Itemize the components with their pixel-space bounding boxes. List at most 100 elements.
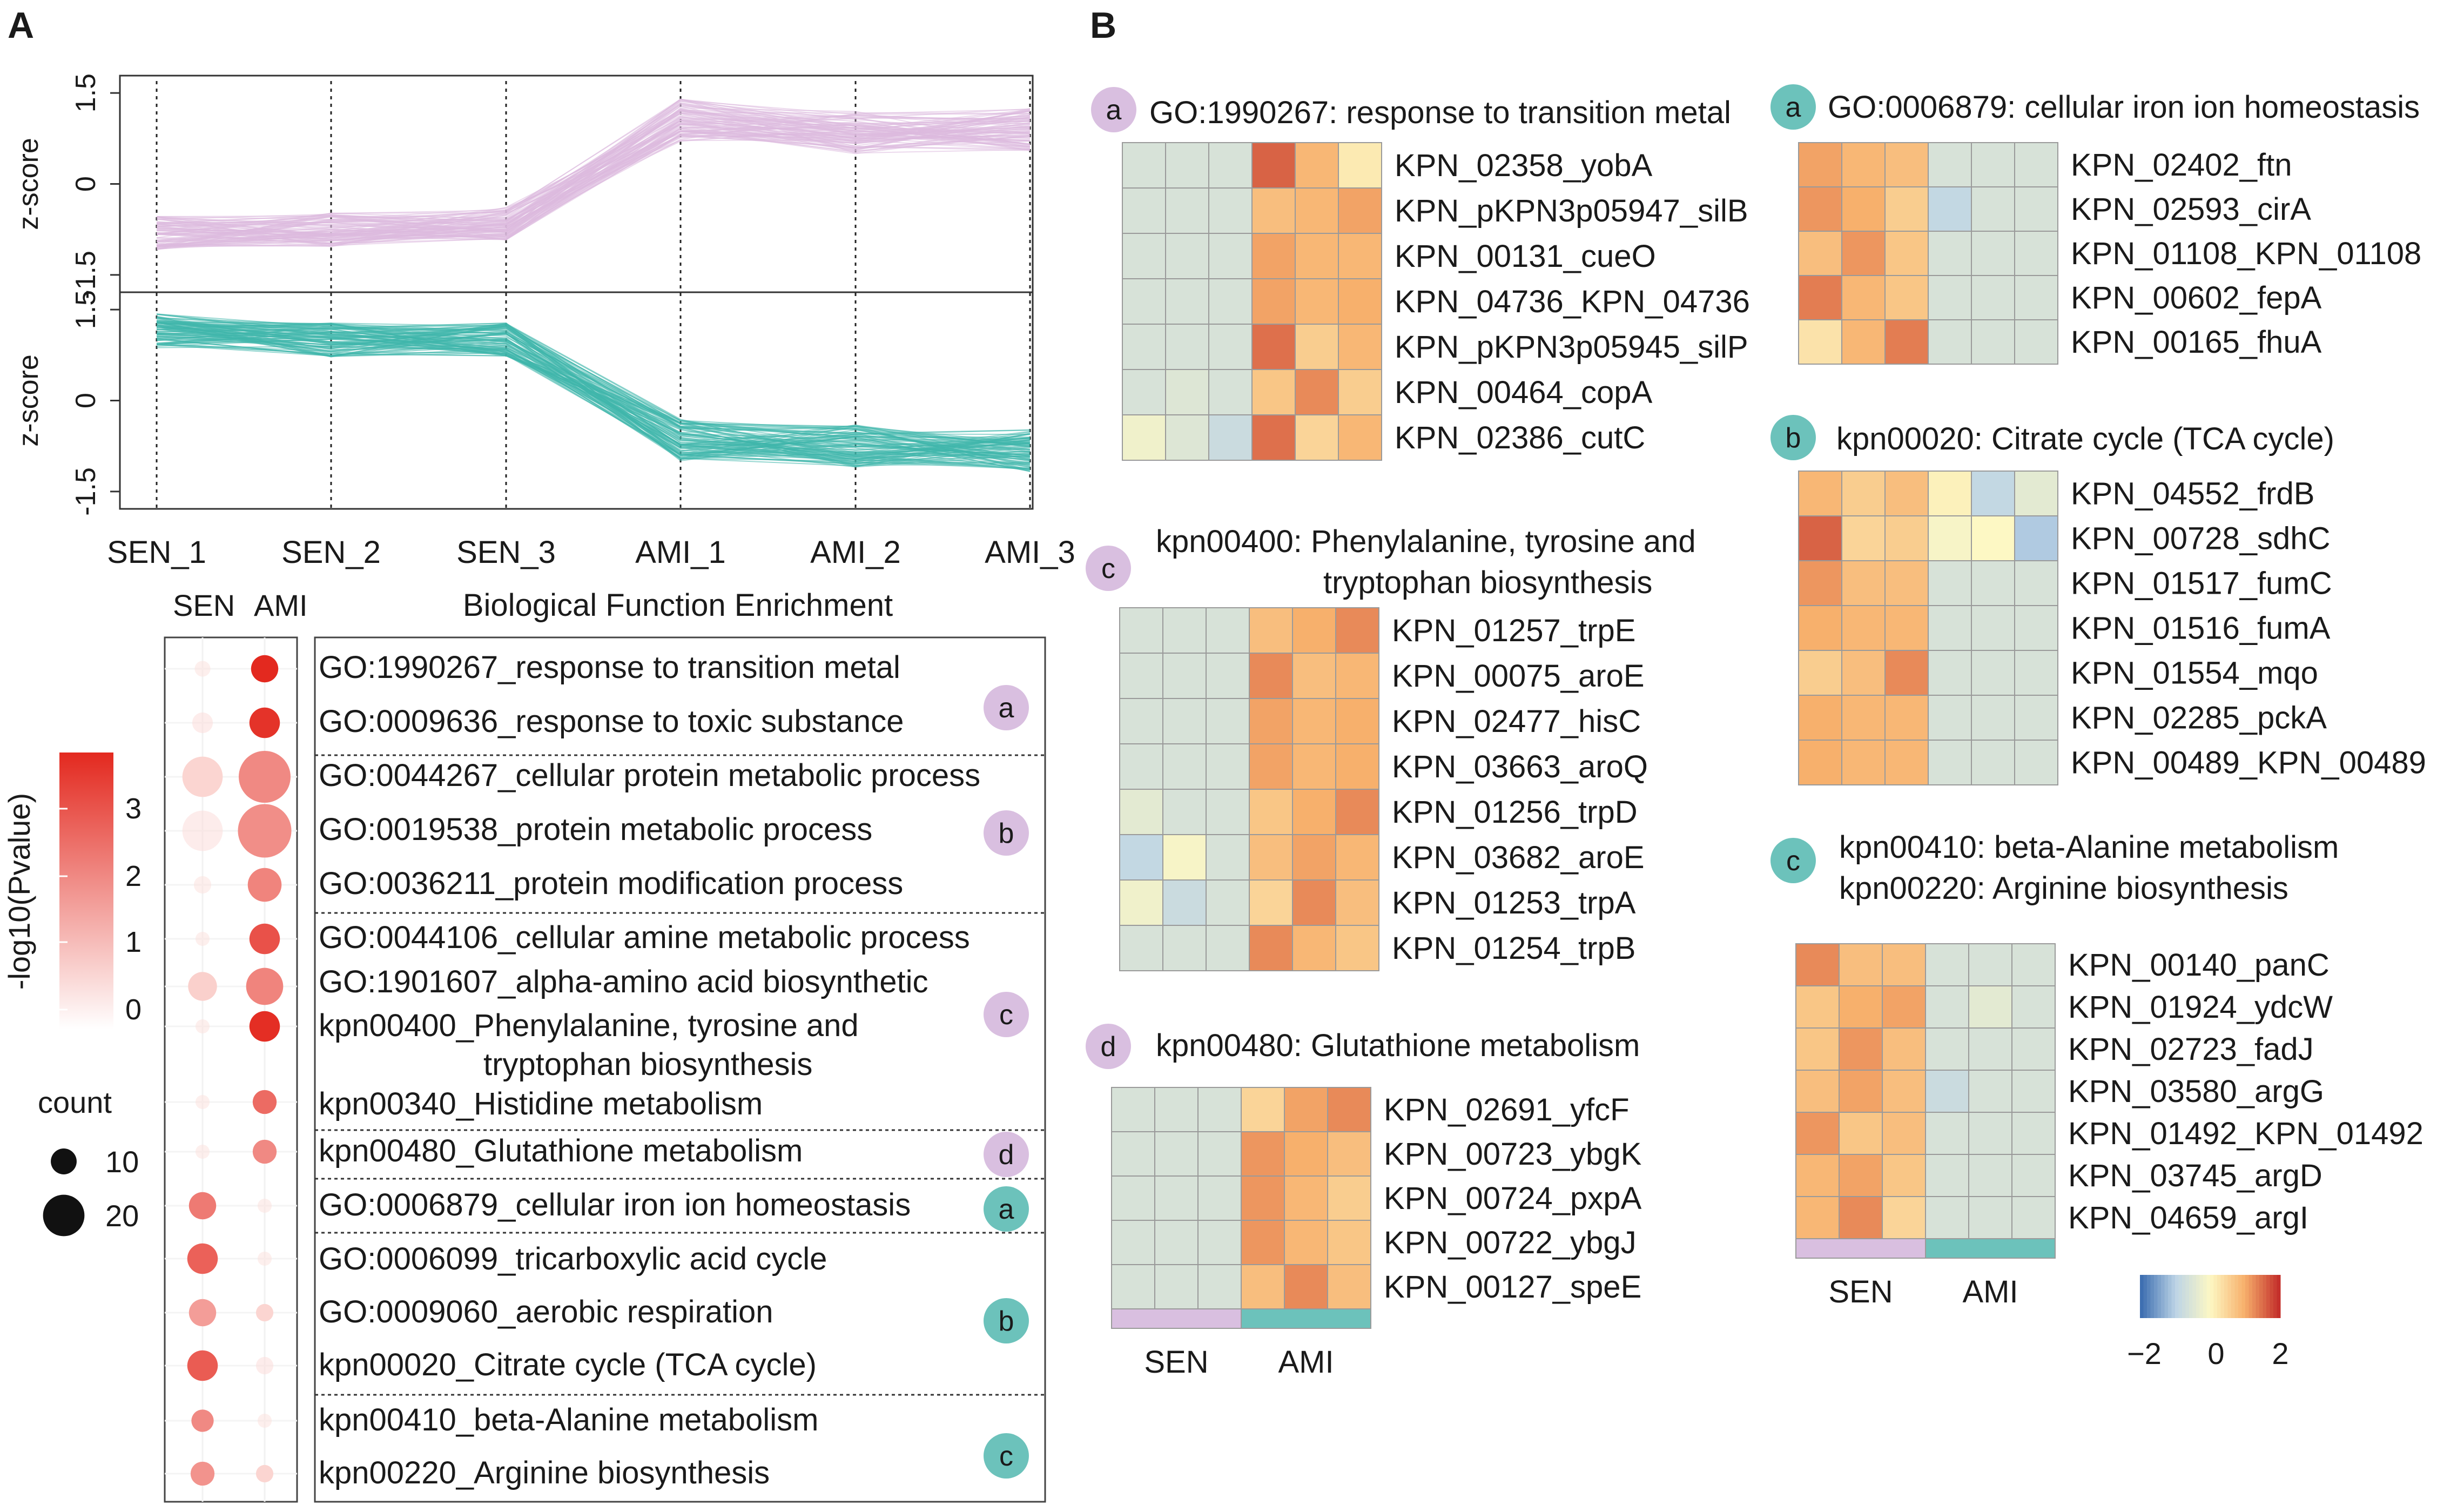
trajectory-line-down_in_AMI bbox=[156, 317, 1031, 466]
heatmap-cell bbox=[1882, 985, 1926, 1029]
heatmap-cell bbox=[1119, 698, 1163, 744]
trajectory-line-down_in_AMI bbox=[156, 346, 1031, 456]
heat-scale-step bbox=[2196, 1275, 2200, 1318]
heatmap-title: kpn00480: Glutathione metabolism bbox=[1156, 1028, 1640, 1063]
heatmap-badge bbox=[1091, 87, 1136, 132]
heatmap-cell bbox=[1841, 740, 1886, 785]
heatmap-cell bbox=[2014, 319, 2058, 365]
trajectory-plot: 1.5 0 -1.5 z-score 1.5 0 -1.5 z-score SEN_1 SEN_2… bbox=[13, 73, 1075, 570]
heatmap-cell bbox=[1795, 1154, 1840, 1197]
y-axis-label: z-score bbox=[13, 354, 44, 446]
heatmap-row-label: KPN_04736_KPN_04736 bbox=[1395, 284, 1750, 319]
heat-scale-step bbox=[2256, 1275, 2260, 1318]
heatmap-cell bbox=[1335, 653, 1379, 699]
heatmap-cell bbox=[1882, 1027, 1926, 1071]
heatmap-row-label: KPN_01554_mqo bbox=[2071, 656, 2318, 691]
heatmap-cell bbox=[1884, 560, 1929, 606]
heatmap-cell bbox=[1206, 834, 1250, 881]
heatmap-row-label: KPN_04659_argI bbox=[2068, 1200, 2308, 1235]
heatmap-cell bbox=[1928, 695, 1972, 741]
heatmap-row-label: KPN_00464_copA bbox=[1395, 375, 1653, 410]
heatmap-cell bbox=[1111, 1264, 1155, 1309]
heatmap-row-label: KPN_00728_sdhC bbox=[2071, 521, 2330, 556]
y-tick-label: 0 bbox=[70, 393, 102, 408]
heatmap-cell bbox=[2011, 1027, 2056, 1071]
group-badge bbox=[984, 1433, 1029, 1479]
term-label: kpn00220_Arginine biosynthesis bbox=[319, 1455, 770, 1490]
heatmap-cell bbox=[1968, 1196, 2012, 1239]
heatmap-cell bbox=[1327, 1087, 1371, 1132]
heatmap-cell bbox=[1111, 1175, 1155, 1221]
heatmap-badge-letter: d bbox=[1101, 1031, 1116, 1063]
group-badge bbox=[984, 810, 1029, 856]
trajectory-line-down_in_AMI bbox=[156, 338, 1031, 447]
heatmap-cell bbox=[1292, 789, 1336, 835]
heatmap-cell bbox=[1971, 142, 2015, 187]
x-tick-label: AMI_3 bbox=[985, 535, 1075, 570]
heat-scale-step bbox=[2171, 1275, 2176, 1318]
heatmap-cell bbox=[1968, 1070, 2012, 1113]
heatmap-cell bbox=[1798, 740, 1842, 785]
count-legend-title: count bbox=[38, 1085, 112, 1119]
trajectory-line-up_in_AMI bbox=[156, 116, 1031, 245]
heatmap-cell bbox=[1206, 879, 1250, 926]
heatmap-cell bbox=[1284, 1220, 1328, 1265]
heatmap-cell bbox=[1251, 324, 1296, 370]
heatmap-cell bbox=[1928, 560, 1972, 606]
heatmap-cell bbox=[1839, 1154, 1883, 1197]
term-label: GO:1901607_alpha-amino acid biosynthetic bbox=[319, 964, 928, 999]
heatmap-row-label: KPN_00723_ybgK bbox=[1384, 1137, 1642, 1172]
enrichment-dot-ami bbox=[252, 1139, 277, 1164]
heatmap-cell bbox=[1971, 740, 2015, 785]
panel-label-b: B bbox=[1090, 5, 1116, 46]
heatmap-cell bbox=[1119, 607, 1163, 654]
term-label: tryptophan biosynthesis bbox=[483, 1047, 812, 1082]
term-label: kpn00410_beta-Alanine metabolism bbox=[319, 1402, 818, 1437]
heatmap-cell bbox=[2014, 471, 2058, 516]
x-tick-label: AMI_1 bbox=[635, 535, 726, 570]
heatmap-badge-letter: a bbox=[1106, 95, 1122, 126]
heatmap-cell bbox=[1197, 1131, 1242, 1177]
heatmap-cell bbox=[1841, 142, 1886, 187]
heatmap-row-label: KPN_00075_aroE bbox=[1392, 659, 1645, 694]
heatmap-cell bbox=[1241, 1131, 1285, 1177]
heat-scale-step bbox=[2227, 1275, 2232, 1318]
heatmap-cell bbox=[1251, 142, 1296, 189]
heatmap-cell bbox=[1795, 943, 1840, 986]
heatmap-cell bbox=[1295, 142, 1339, 189]
heatmap-title: GO:1990267: response to transition metal bbox=[1149, 95, 1731, 130]
heatmap-cell bbox=[1251, 369, 1296, 415]
heatmap-cell bbox=[1208, 278, 1253, 325]
heatmap-title: kpn00220: Arginine biosynthesis bbox=[1839, 871, 2288, 906]
heatmap-cell bbox=[1839, 943, 1883, 986]
heatmap-cell bbox=[2014, 650, 2058, 696]
term-label: kpn00340_Histidine metabolism bbox=[319, 1086, 763, 1121]
group-label: AMI bbox=[1962, 1274, 2018, 1309]
heatmap-cell bbox=[1251, 278, 1296, 325]
heatmap-cell bbox=[1841, 605, 1886, 651]
count-legend-dot bbox=[43, 1194, 85, 1237]
heatmap-cell bbox=[1795, 1070, 1840, 1113]
group-label: AMI bbox=[1278, 1345, 1334, 1380]
heatmap-cell bbox=[1154, 1131, 1199, 1177]
heatmap-cell bbox=[1284, 1175, 1328, 1221]
heat-scale-step bbox=[2248, 1275, 2253, 1318]
heatmap-cell bbox=[1165, 414, 1209, 461]
heatmap-cell bbox=[1165, 278, 1209, 325]
heatmap-cell bbox=[1162, 789, 1207, 835]
heatmap-cell bbox=[1292, 834, 1336, 881]
group-badge bbox=[984, 1186, 1029, 1232]
heatmap-cell bbox=[1122, 233, 1166, 279]
heatmap-row-label: KPN_00165_fhuA bbox=[2071, 325, 2322, 360]
heat-scale-step bbox=[2147, 1275, 2151, 1318]
heatmap-cell bbox=[1122, 142, 1166, 189]
heatmap-cell bbox=[1925, 1154, 1969, 1197]
heatmap-row-label: KPN_01257_trpE bbox=[1392, 613, 1635, 648]
heat-scale-step bbox=[2161, 1275, 2165, 1318]
heat-scale-step bbox=[2277, 1275, 2281, 1318]
heatmap-cell bbox=[1165, 233, 1209, 279]
heatmap-cell bbox=[1839, 1027, 1883, 1071]
heatmap-cell bbox=[1162, 743, 1207, 790]
heatmap-cell bbox=[1249, 653, 1293, 699]
